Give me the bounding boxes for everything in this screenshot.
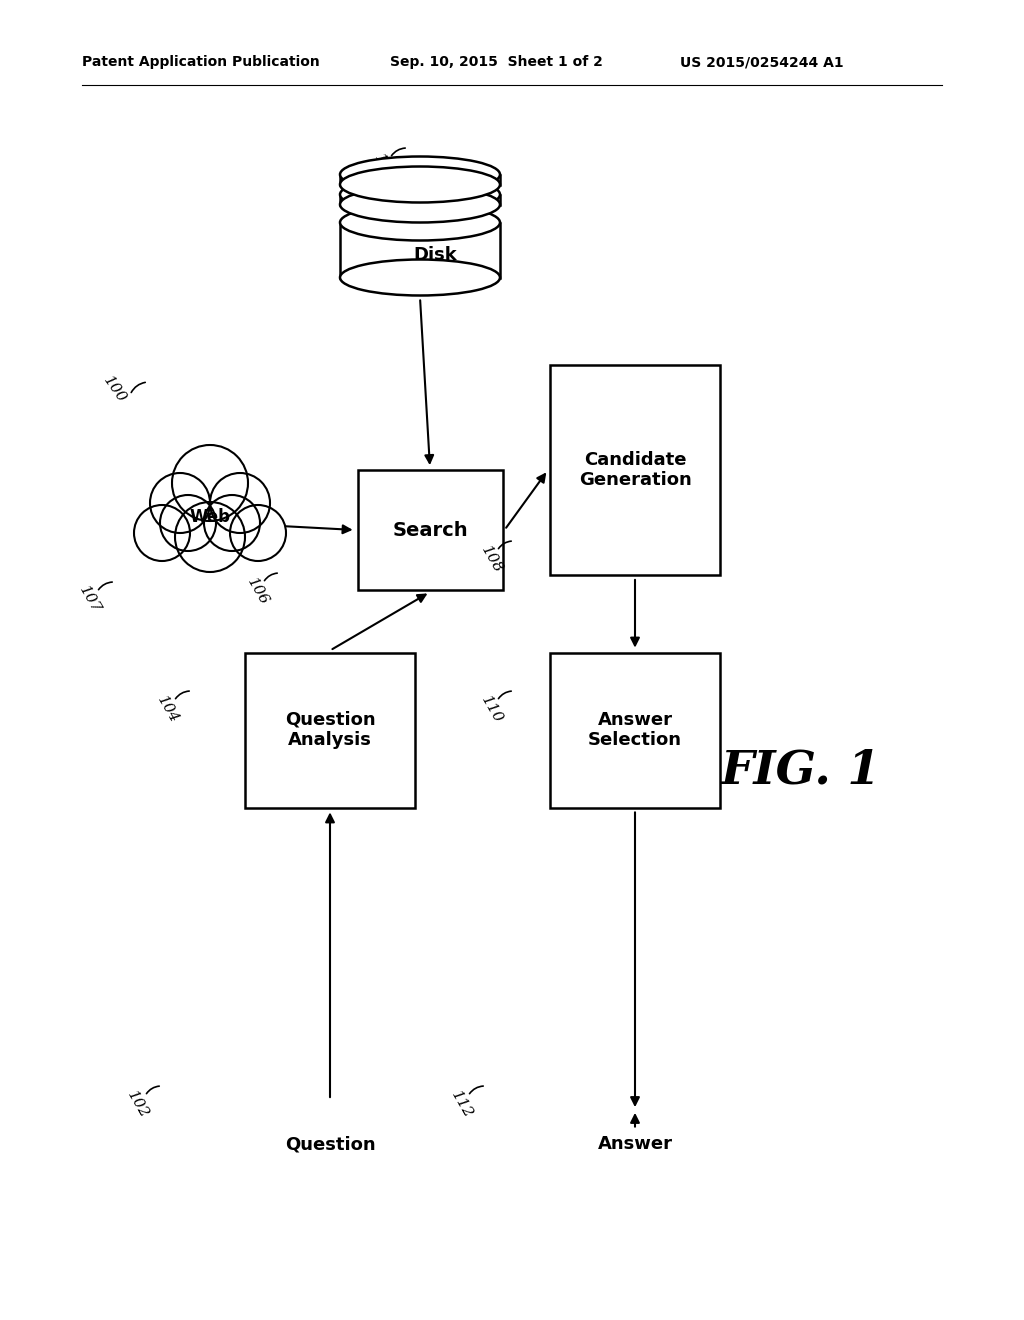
Circle shape xyxy=(230,506,286,561)
Bar xyxy=(550,366,720,576)
Ellipse shape xyxy=(340,205,500,240)
Circle shape xyxy=(210,473,270,533)
Text: FIG. 1: FIG. 1 xyxy=(720,747,880,793)
Bar xyxy=(340,174,500,185)
Text: US 2015/0254244 A1: US 2015/0254244 A1 xyxy=(680,55,844,69)
Text: Search: Search xyxy=(392,520,468,540)
Text: Web: Web xyxy=(189,508,230,525)
Bar xyxy=(340,223,500,277)
Text: 107: 107 xyxy=(372,152,398,185)
Circle shape xyxy=(134,506,190,561)
Circle shape xyxy=(175,502,245,572)
Text: Question: Question xyxy=(285,1135,376,1152)
Ellipse shape xyxy=(340,260,500,296)
Text: 104: 104 xyxy=(155,694,181,726)
Text: Answer: Answer xyxy=(597,1135,673,1152)
Text: Answer
Selection: Answer Selection xyxy=(588,710,682,750)
Circle shape xyxy=(172,445,248,521)
Text: 112: 112 xyxy=(449,1089,475,1121)
Text: Patent Application Publication: Patent Application Publication xyxy=(82,55,319,69)
Text: Disk: Disk xyxy=(413,246,457,264)
Text: Sep. 10, 2015  Sheet 1 of 2: Sep. 10, 2015 Sheet 1 of 2 xyxy=(390,55,603,69)
Text: Candidate
Generation: Candidate Generation xyxy=(579,450,691,490)
Ellipse shape xyxy=(340,166,500,202)
Circle shape xyxy=(204,495,260,550)
Circle shape xyxy=(160,495,216,550)
Text: 108: 108 xyxy=(478,544,506,576)
Circle shape xyxy=(150,473,210,533)
Text: 110: 110 xyxy=(478,694,506,726)
Text: 106: 106 xyxy=(245,576,271,609)
Bar xyxy=(340,194,500,205)
Ellipse shape xyxy=(340,177,500,213)
Ellipse shape xyxy=(340,157,500,193)
Ellipse shape xyxy=(340,186,500,223)
Bar xyxy=(357,470,503,590)
Bar xyxy=(550,652,720,808)
Bar xyxy=(245,652,415,808)
Text: 100: 100 xyxy=(101,374,129,407)
Text: 107: 107 xyxy=(77,583,103,616)
Text: Question
Analysis: Question Analysis xyxy=(285,710,376,750)
Text: 102: 102 xyxy=(125,1089,152,1121)
